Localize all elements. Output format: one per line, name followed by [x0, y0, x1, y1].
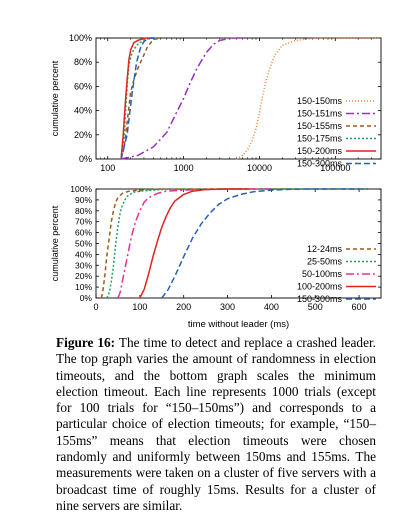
y-tick-label: 60%: [75, 228, 92, 238]
series-line-25-50ms: [106, 188, 368, 299]
y-tick-label: 20%: [74, 130, 92, 140]
legend-label: 12-24ms: [307, 244, 343, 254]
x-axis-label: time without leader (ms): [188, 319, 289, 330]
x-tick-label: 1000: [174, 163, 194, 173]
caption-text: The time to detect and replace a crashed…: [56, 335, 376, 513]
legend-label: 150-300ms: [297, 159, 343, 169]
legend-label: 150-155ms: [297, 121, 343, 131]
legend-label: 100-200ms: [297, 282, 343, 292]
figure-caption: Figure 16: The time to detect and replac…: [56, 335, 376, 514]
legend-label: 25-50ms: [307, 257, 343, 267]
x-tick-label: 400: [264, 302, 279, 312]
y-tick-label: 80%: [74, 57, 92, 67]
y-tick-label: 60%: [74, 81, 92, 91]
x-tick-label: 100000: [320, 163, 350, 173]
series-line-150-150ms: [236, 37, 381, 160]
y-tick-label: 40%: [75, 249, 92, 259]
y-tick-label: 30%: [75, 260, 92, 270]
x-tick-label: 300: [220, 302, 235, 312]
series-line-150-175ms: [120, 37, 158, 160]
y-tick-label: 50%: [75, 239, 92, 249]
x-tick-label: 100: [132, 302, 147, 312]
x-tick-label: 600: [352, 302, 367, 312]
x-tick-label: 200: [176, 302, 191, 312]
y-tick-label: 20%: [75, 271, 92, 281]
series-line-150-200ms: [120, 37, 154, 160]
series-line-50-100ms: [117, 188, 272, 299]
series-line-150-300ms: [120, 37, 158, 160]
y-tick-label: 100%: [69, 33, 92, 43]
top-chart: 0% 20% 40% 60% 80% 100% 100 1000 10000 100000 cumu…: [50, 33, 382, 173]
x-tick-label: 100: [100, 163, 115, 173]
y-tick-label: 0%: [79, 154, 92, 164]
legend-label: 150-300ms: [297, 294, 343, 304]
y-axis-label: cumulative percent: [50, 60, 60, 136]
legend-label: 150-175ms: [297, 134, 343, 144]
series-line-150-300ms: [161, 188, 368, 299]
bottom-chart: 0%10%20%30%40%50%60%70%80%90%100% 0 100 200…: [50, 184, 382, 330]
caption-label: Figure 16:: [56, 335, 116, 350]
figure-16-charts: 0%20%40%60%80%100%100 1000 10000 100000cumu…: [50, 33, 382, 330]
y-tick-label: 80%: [75, 206, 92, 216]
legend-label: 150-151ms: [297, 109, 343, 119]
x-tick-label: 0: [93, 302, 98, 312]
x-tick-label: 500: [308, 302, 323, 312]
series-line-100-200ms: [139, 188, 250, 299]
legend-label: 150-200ms: [297, 146, 343, 156]
legend-label: 50-100ms: [302, 269, 343, 279]
y-tick-label: 90%: [75, 195, 92, 205]
y-tick-label: 40%: [74, 106, 92, 116]
y-axis-label: cumulative percent: [50, 205, 60, 281]
x-tick-label: 10000: [247, 163, 272, 173]
y-tick-label: 10%: [75, 282, 92, 292]
y-tick-label: 70%: [75, 217, 92, 227]
y-tick-label: 100%: [70, 184, 92, 194]
y-tick-label: 0%: [80, 293, 93, 303]
legend-label: 150-150ms: [297, 96, 343, 106]
series-line-150-151ms: [120, 37, 248, 160]
